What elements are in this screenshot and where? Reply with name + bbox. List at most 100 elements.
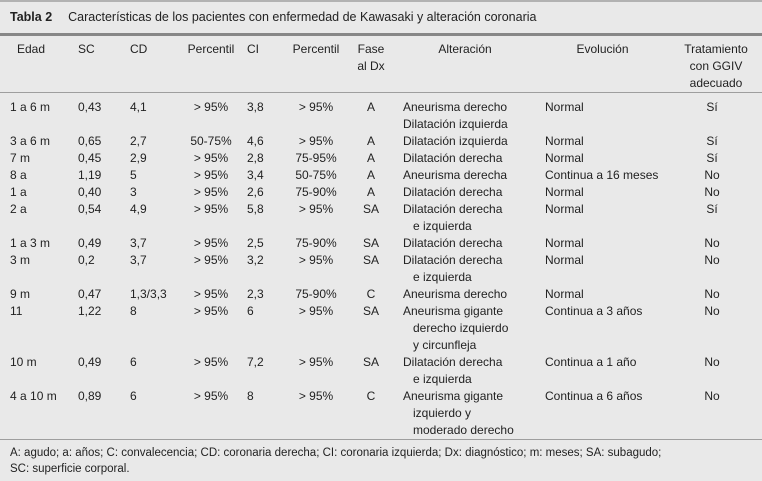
table-cell: 1,22 (78, 304, 102, 318)
table-row: 1 a 6 m 0,43 4,1 > 95% 3,8 > 95% A Aneurisma de… (0, 93, 762, 134)
table-cell: 6 (247, 304, 254, 318)
table-cell: > 95% (298, 253, 334, 267)
table-cell: Sí (706, 134, 718, 148)
table-cell: > 95% (193, 202, 229, 216)
table-cell: 6 (130, 389, 137, 403)
table-cell: Aneurisma derecho (403, 287, 508, 301)
table-cell: 8 a (10, 168, 27, 182)
column-header: Evolución (535, 36, 670, 93)
table-row: 9 m 0,47 1,3/3,3 > 95% 2,3 75-90% C Aneurisma d… (0, 286, 762, 303)
table-cell: Normal (545, 253, 584, 267)
table-cell: 3,7 (130, 236, 147, 250)
table-cell: 1,3/3,3 (130, 287, 167, 301)
column-header: SC (78, 36, 130, 93)
table-cell: 2,6 (247, 185, 264, 199)
table-cell: 0,54 (78, 202, 102, 216)
table-cell: 10 m (10, 355, 37, 369)
table-cell: 0,49 (78, 355, 102, 369)
table-cell: No (704, 236, 720, 250)
table-cell: No (704, 185, 720, 199)
table-cell: Dilatación derecha e izquierda (403, 355, 503, 386)
table-cell: Sí (706, 100, 718, 114)
table-cell: 1,19 (78, 168, 102, 182)
table-cell: 3,8 (247, 100, 264, 114)
table-cell: 2,5 (247, 236, 264, 250)
table-title-row: Tabla 2 Características de los pacientes … (0, 2, 762, 33)
table-cell: Continua a 16 meses (545, 168, 659, 182)
table-cell: Dilatación derecha (403, 236, 503, 250)
table-cell: A (366, 151, 375, 165)
table-cell: > 95% (298, 355, 334, 369)
title-divider (0, 33, 762, 36)
table-cell: Continua a 1 año (545, 355, 637, 369)
column-header: Alteración (395, 36, 535, 93)
table-cell: 8 (130, 304, 137, 318)
table-cell: 7,2 (247, 355, 264, 369)
table-cell: 11 (10, 304, 23, 318)
table-cell: Dilatación derecha e izquierda (403, 202, 503, 233)
table-cell: SA (362, 236, 379, 250)
table-cell: Dilatación derecha (403, 151, 503, 165)
table-cell: 8 (247, 389, 254, 403)
table-cell: Dilatación derecha e izquierda (403, 253, 503, 284)
table-cell: > 95% (193, 185, 229, 199)
table-cell: > 95% (193, 287, 229, 301)
column-header: CD (130, 36, 175, 93)
table-cell: A (366, 185, 375, 199)
table-cell: Aneurisma derecho Dilatación izquierda (403, 100, 508, 131)
table-cell: 2 a (10, 202, 27, 216)
table-body: 1 a 6 m 0,43 4,1 > 95% 3,8 > 95% A Aneurisma de… (0, 93, 762, 440)
table-cell: 75-90% (295, 287, 337, 301)
table-footnote: A: agudo; a: años; C: convalecencia; CD:… (10, 447, 662, 475)
table-cell: A (366, 100, 375, 114)
table-cell: 0,47 (78, 287, 102, 301)
table-cell: Dilatación izquierda (403, 134, 508, 148)
table-cell: > 95% (193, 253, 229, 267)
table-cell: SA (362, 253, 379, 267)
table-cell: 0,65 (78, 134, 102, 148)
table-cell: Aneurisma gigante izquierdo y moderado d… (403, 389, 514, 437)
column-header: Percentil (175, 36, 247, 93)
table-cell: A (366, 168, 375, 182)
table-cell: 5,8 (247, 202, 264, 216)
table-cell: > 95% (193, 355, 229, 369)
table-caption: Características de los pacientes con enf… (68, 10, 537, 24)
table-cell: > 95% (193, 236, 229, 250)
table-cell: > 95% (298, 134, 334, 148)
table-cell: > 95% (193, 168, 229, 182)
table-cell: 4 a 10 m (10, 389, 57, 403)
table-row: 2 a 0,54 4,9 > 95% 5,8 > 95% SA Dilatación dere… (0, 201, 762, 235)
table-cell: A (366, 134, 375, 148)
table-cell: Aneurisma derecha (403, 168, 508, 182)
column-header: Percentil (285, 36, 347, 93)
table-cell: C (366, 287, 376, 301)
table-cell: 3 m (10, 253, 31, 267)
table-cell: 1 a 3 m (10, 236, 51, 250)
table-cell: > 95% (298, 304, 334, 318)
table-cell: > 95% (193, 100, 229, 114)
column-header: Edad (0, 36, 78, 93)
table-row: 4 a 10 m 0,89 6 > 95% 8 > 95% C Aneurisma gigan… (0, 388, 762, 440)
table-cell: 75-95% (295, 151, 337, 165)
table-cell: 3 (130, 185, 137, 199)
table-cell: No (704, 389, 720, 403)
table-cell: Normal (545, 151, 584, 165)
table-cell: 0,45 (78, 151, 102, 165)
table-cell: C (366, 389, 376, 403)
column-header: Fase al Dx (347, 36, 395, 93)
table-cell: 4,6 (247, 134, 264, 148)
table-cell: No (704, 168, 720, 182)
column-header: Tratamiento con GGIV adecuado (670, 36, 762, 93)
table-cell: 0,2 (78, 253, 95, 267)
table-cell: SA (362, 355, 379, 369)
table-cell: 3 a 6 m (10, 134, 51, 148)
column-header: CI (247, 36, 285, 93)
table-cell: No (704, 253, 720, 267)
table-cell: 75-90% (295, 185, 337, 199)
table-cell: 6 (130, 355, 137, 369)
table-cell: Normal (545, 287, 584, 301)
table-cell: 1 a 6 m (10, 100, 51, 114)
table-cell: 0,43 (78, 100, 102, 114)
table-cell: 0,49 (78, 236, 102, 250)
table-cell: 4,1 (130, 100, 147, 114)
